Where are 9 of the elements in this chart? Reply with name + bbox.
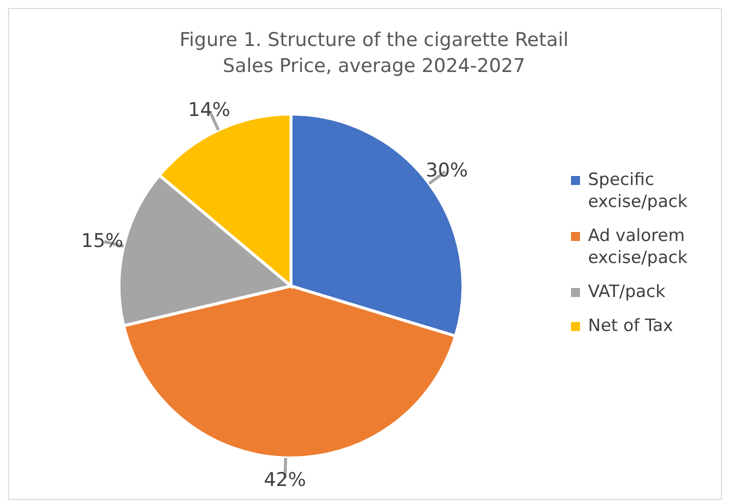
- data-label: 30%: [426, 160, 468, 182]
- legend-label: VAT/pack: [588, 281, 666, 303]
- legend-label: Specific excise/pack: [588, 169, 688, 213]
- data-label: 42%: [264, 468, 306, 491]
- chart-title: Figure 1. Structure of the cigarette Retail Sales Price, average 2024-2027: [178, 28, 570, 79]
- legend-label: Ad valorem excise/pack: [588, 225, 688, 269]
- data-label: 15%: [81, 230, 124, 252]
- data-label: 14%: [188, 99, 230, 122]
- legend-label: Net of Tax: [588, 315, 674, 337]
